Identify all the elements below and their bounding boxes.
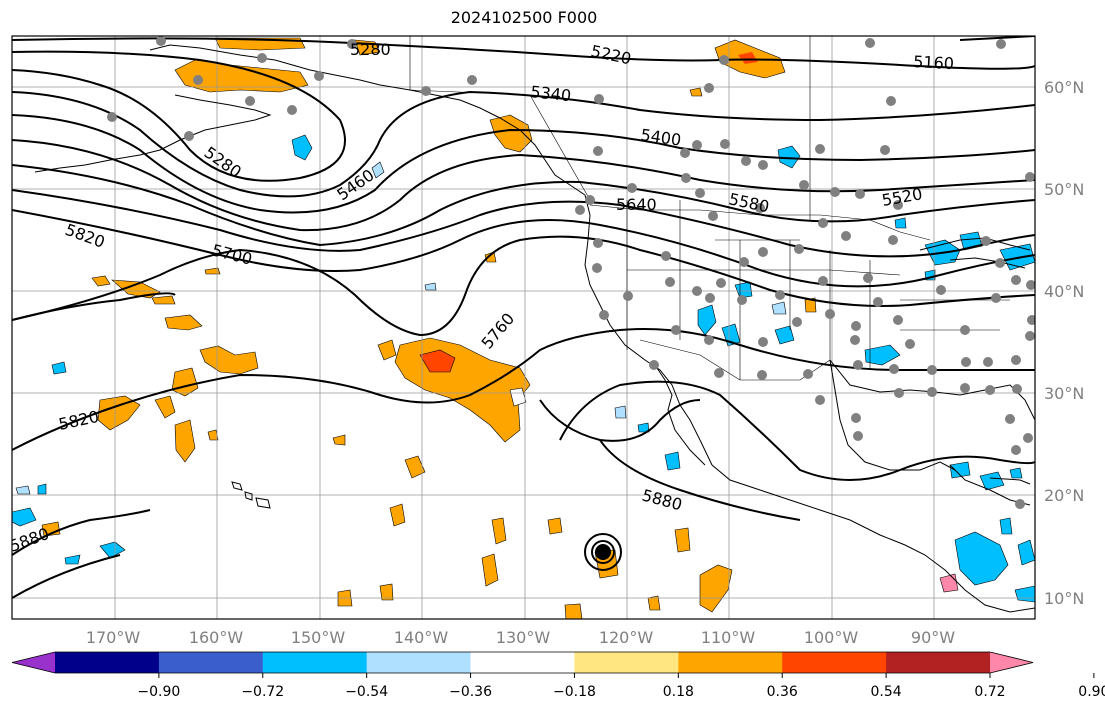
colorbar-tick-label: 0.54 xyxy=(871,684,902,700)
lon-label: 120°W xyxy=(599,628,654,647)
colorbar-tick-label: −0.54 xyxy=(345,684,388,700)
lat-label: 50°N xyxy=(1044,180,1084,199)
contour-label: 5160 xyxy=(913,52,955,73)
lon-label: 160°W xyxy=(189,628,244,647)
lat-label: 30°N xyxy=(1044,384,1084,403)
map-frame xyxy=(11,35,1036,620)
lon-label: 130°W xyxy=(496,628,551,647)
colorbar-segment xyxy=(55,652,160,673)
lat-label: 10°N xyxy=(1044,589,1084,608)
colorbar-segment xyxy=(574,652,679,673)
hurricane-center-marker xyxy=(595,544,611,560)
contour-label: 5280 xyxy=(350,40,391,59)
colorbar-tick-label: −0.90 xyxy=(137,684,180,700)
lat-label: 60°N xyxy=(1044,78,1084,97)
height-contours xyxy=(12,36,1035,599)
colorbar-segment xyxy=(886,652,991,673)
contour-label: 5340 xyxy=(530,82,572,105)
lon-label: 110°W xyxy=(701,628,756,647)
colorbar-extend-high xyxy=(990,652,1033,673)
lon-label: 170°W xyxy=(86,628,141,647)
lon-label: 140°W xyxy=(394,628,449,647)
colorbar-tick-label: −0.36 xyxy=(449,684,492,700)
colorbar-segment xyxy=(782,652,887,673)
map-plot-area: 5280 5220 5160 5340 5400 5280 5460 5520 … xyxy=(12,36,1035,619)
station-markers xyxy=(107,36,1035,509)
colorbar-segment xyxy=(262,652,368,673)
lon-label: 100°W xyxy=(804,628,859,647)
colorbar-outline xyxy=(11,651,1034,674)
colorbar-tick-label: 0.72 xyxy=(974,684,1005,700)
colorbar-tick-label: −0.72 xyxy=(241,684,284,700)
lat-label: 40°N xyxy=(1044,282,1084,301)
colorbar-segment xyxy=(678,652,783,673)
colorbar-tick-label: 0.90 xyxy=(1078,684,1105,700)
lon-label: 90°W xyxy=(911,628,955,647)
colorbar-tick-label: 0.18 xyxy=(663,684,694,700)
colorbar-extend-low xyxy=(12,652,55,673)
contour-label: 5640 xyxy=(616,195,657,214)
lat-label: 20°N xyxy=(1044,486,1084,505)
colorbar-tick-label: 0.36 xyxy=(767,684,798,700)
colorbar-tick-label: −0.18 xyxy=(553,684,596,700)
colorbar-segment xyxy=(366,652,472,673)
colorbar-segment xyxy=(470,652,575,673)
colorbar: −0.90 −0.72 −0.54 −0.36 −0.18 0.18 0.36 0.54 0.7… xyxy=(11,651,1105,700)
longitude-labels: 170°W 160°W 150°W 140°W 130°W 120°W 110°… xyxy=(86,628,955,647)
latitude-labels: 60°N 50°N 40°N 30°N 20°N 10°N xyxy=(1044,78,1084,608)
lon-label: 150°W xyxy=(291,628,346,647)
map-title: 2024102500 F000 xyxy=(450,8,598,27)
gridlines xyxy=(12,36,1035,619)
colorbar-segment xyxy=(158,652,264,673)
